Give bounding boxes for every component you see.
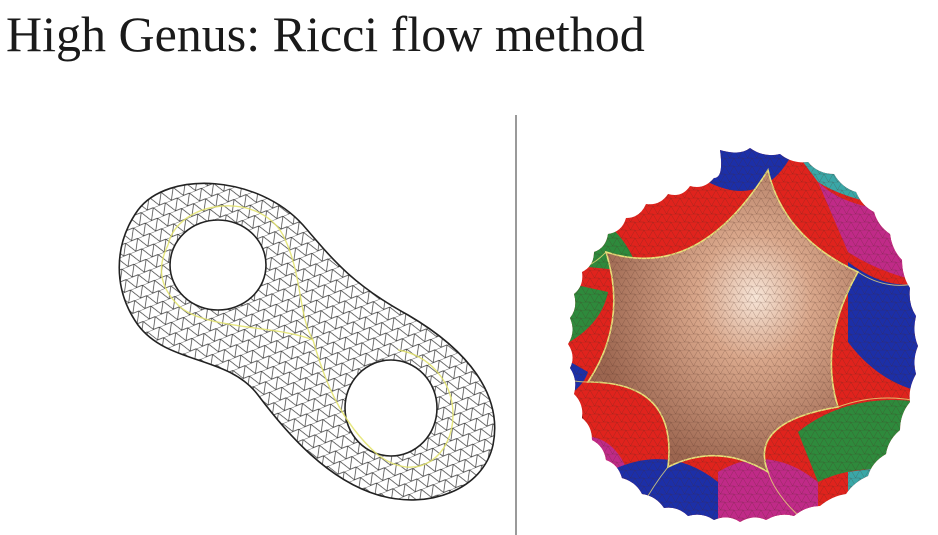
slide-title: High Genus: Ricci flow method: [6, 6, 645, 62]
hyperbolic-disk-figure: [568, 148, 918, 522]
homotopy-loops: [160, 205, 454, 468]
disk-tiling: [568, 148, 918, 522]
mesh-surface: [108, 165, 508, 505]
genus-two-mesh-figure: [108, 165, 508, 505]
vertical-divider: [515, 115, 517, 535]
